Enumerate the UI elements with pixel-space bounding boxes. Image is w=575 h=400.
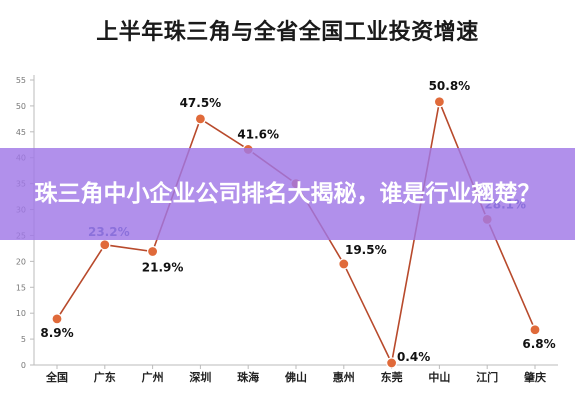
x-tick-label: 江门 xyxy=(476,370,498,384)
data-label: 0.4% xyxy=(397,350,430,364)
x-axis-ticks: 全国 广东 广州 深圳 珠海 佛山 惠州 东莞 中山 江门 肇庆 xyxy=(45,365,546,384)
x-tick-label: 佛山 xyxy=(284,370,307,384)
data-point xyxy=(99,239,111,251)
y-tick-label: 20 xyxy=(16,257,26,266)
chart-title: 上半年珠三角与全省全国工业投资增速 xyxy=(96,20,479,45)
x-tick-label: 珠海 xyxy=(237,370,259,384)
y-tick-label: 15 xyxy=(16,283,26,292)
data-label: 6.8% xyxy=(522,337,555,351)
data-label: 8.9% xyxy=(40,326,73,340)
data-point xyxy=(338,258,350,270)
data-point xyxy=(386,357,398,369)
data-point xyxy=(147,245,159,258)
y-tick-label: 45 xyxy=(16,128,26,137)
data-point xyxy=(433,96,445,108)
x-tick-label: 肇庆 xyxy=(523,370,546,384)
x-tick-label: 深圳 xyxy=(189,370,211,384)
y-tick-label: 0 xyxy=(21,361,26,370)
x-tick-label: 广州 xyxy=(142,370,164,384)
data-label: 19.5% xyxy=(345,243,387,257)
y-tick-label: 5 xyxy=(21,335,26,344)
banner-headline[interactable]: 珠三角中小企业公司排名大揭秘，谁是行业翘楚？ xyxy=(34,181,541,207)
y-tick-label: 50 xyxy=(16,102,26,111)
data-label: 41.6% xyxy=(237,127,279,141)
data-point xyxy=(529,324,541,336)
y-tick-label: 10 xyxy=(16,309,26,318)
data-point xyxy=(51,313,63,325)
x-tick-label: 广东 xyxy=(94,370,116,384)
x-tick-label: 全国 xyxy=(45,370,68,384)
x-tick-label: 东莞 xyxy=(381,370,403,384)
x-tick-label: 中山 xyxy=(428,370,450,384)
data-label: 21.9% xyxy=(142,261,184,275)
data-label: 50.8% xyxy=(429,79,471,93)
data-label: 47.5% xyxy=(180,96,222,110)
y-tick-label: 55 xyxy=(16,76,26,85)
data-point xyxy=(194,113,206,125)
x-tick-label: 惠州 xyxy=(333,370,355,384)
overlay-banner[interactable]: 珠三角中小企业公司排名大揭秘，谁是行业翘楚？ xyxy=(0,148,575,240)
